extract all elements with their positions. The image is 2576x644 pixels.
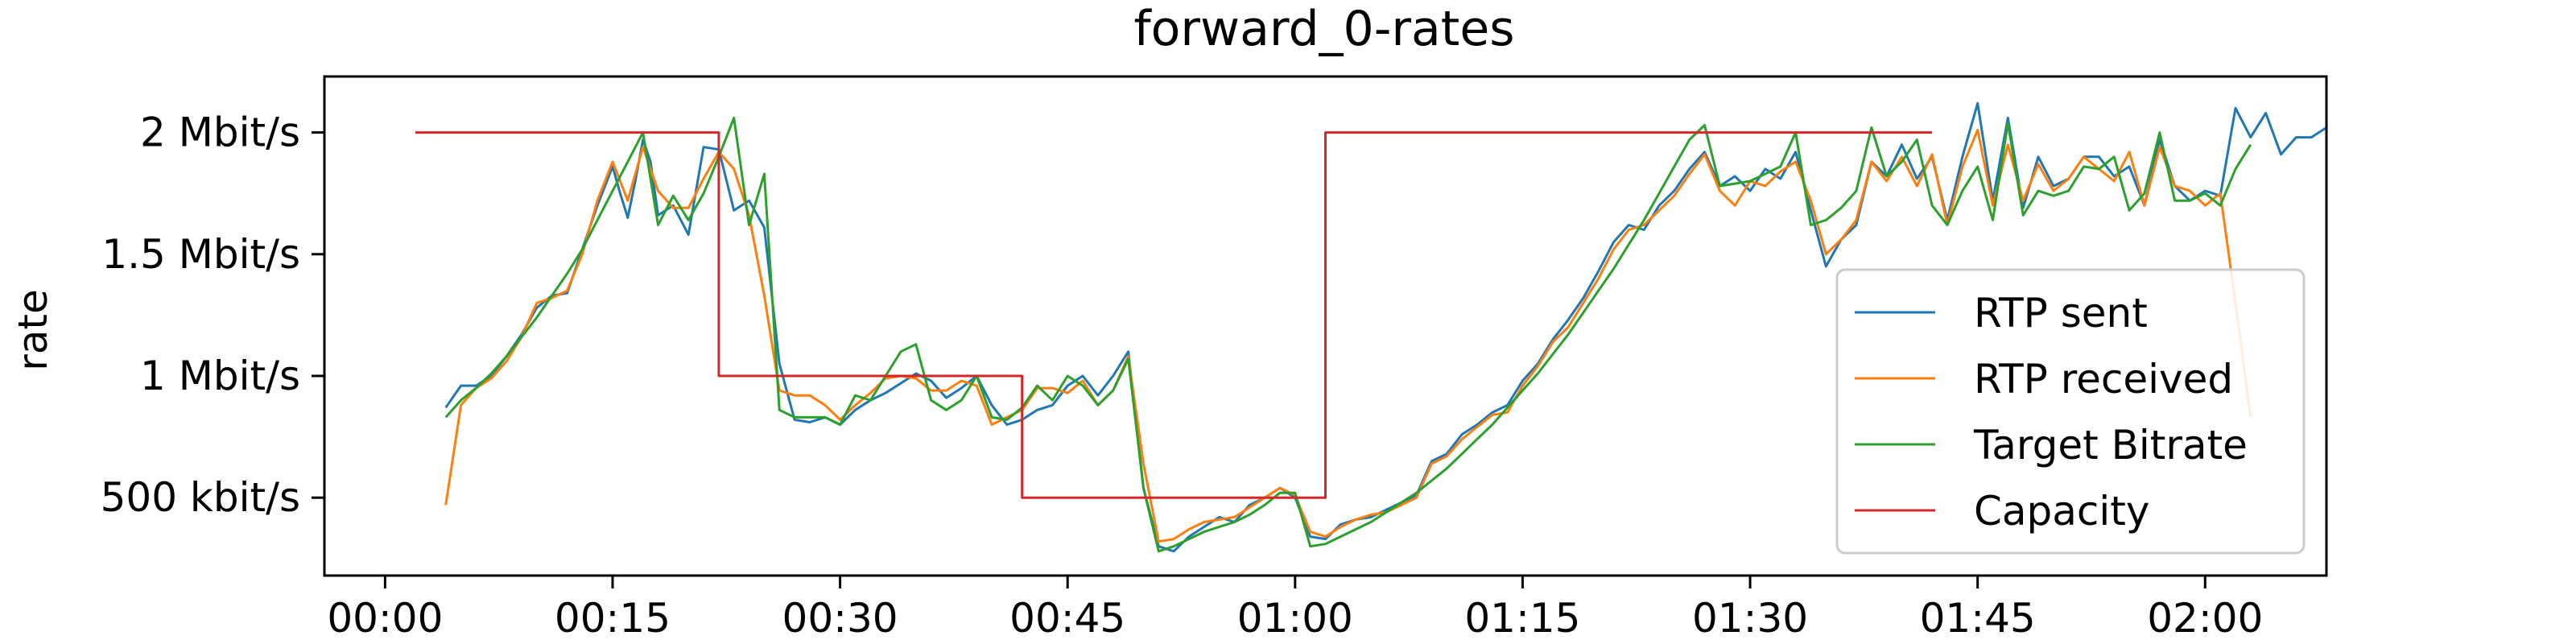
x-tick-label: 00:30 <box>782 595 898 642</box>
x-tick-label: 01:30 <box>1692 595 1808 642</box>
legend-label-rtp-received: RTP received <box>1974 356 2233 402</box>
y-axis-label: rate <box>10 289 56 371</box>
x-tick-label: 00:00 <box>327 595 443 642</box>
plot-frame <box>323 75 2328 577</box>
legend: RTP sent RTP received Target Bitrate Capaci… <box>1835 268 2306 555</box>
x-tick-label: 00:15 <box>555 595 671 642</box>
legend-label-rtp-sent: RTP sent <box>1974 290 2148 336</box>
y-tick-label: 1.5 Mbit/s <box>101 231 300 278</box>
x-tick-label: 01:00 <box>1237 595 1353 642</box>
axes-layer: 00:00 00:15 00:30 00:45 01:00 01:15 01:30 01:45… <box>101 109 2264 642</box>
x-tick-label: 00:45 <box>1009 595 1125 642</box>
x-tick-label: 01:15 <box>1464 595 1580 642</box>
legend-label-target-bitrate: Target Bitrate <box>1973 422 2248 469</box>
y-tick-label: 500 kbit/s <box>101 474 300 521</box>
series-line-capacity <box>415 131 1933 499</box>
series-layer <box>415 101 2326 553</box>
series-line-target-bitrate <box>444 116 2252 553</box>
legend-box <box>1835 268 2306 555</box>
chart-title: forward_0-rates <box>1134 1 1515 57</box>
legend-label-capacity: Capacity <box>1974 488 2150 535</box>
y-tick-label: 2 Mbit/s <box>140 109 300 156</box>
x-tick-label: 01:45 <box>1920 595 2036 642</box>
x-tick-label: 02:00 <box>2147 595 2263 642</box>
y-tick-label: 1 Mbit/s <box>140 353 300 399</box>
